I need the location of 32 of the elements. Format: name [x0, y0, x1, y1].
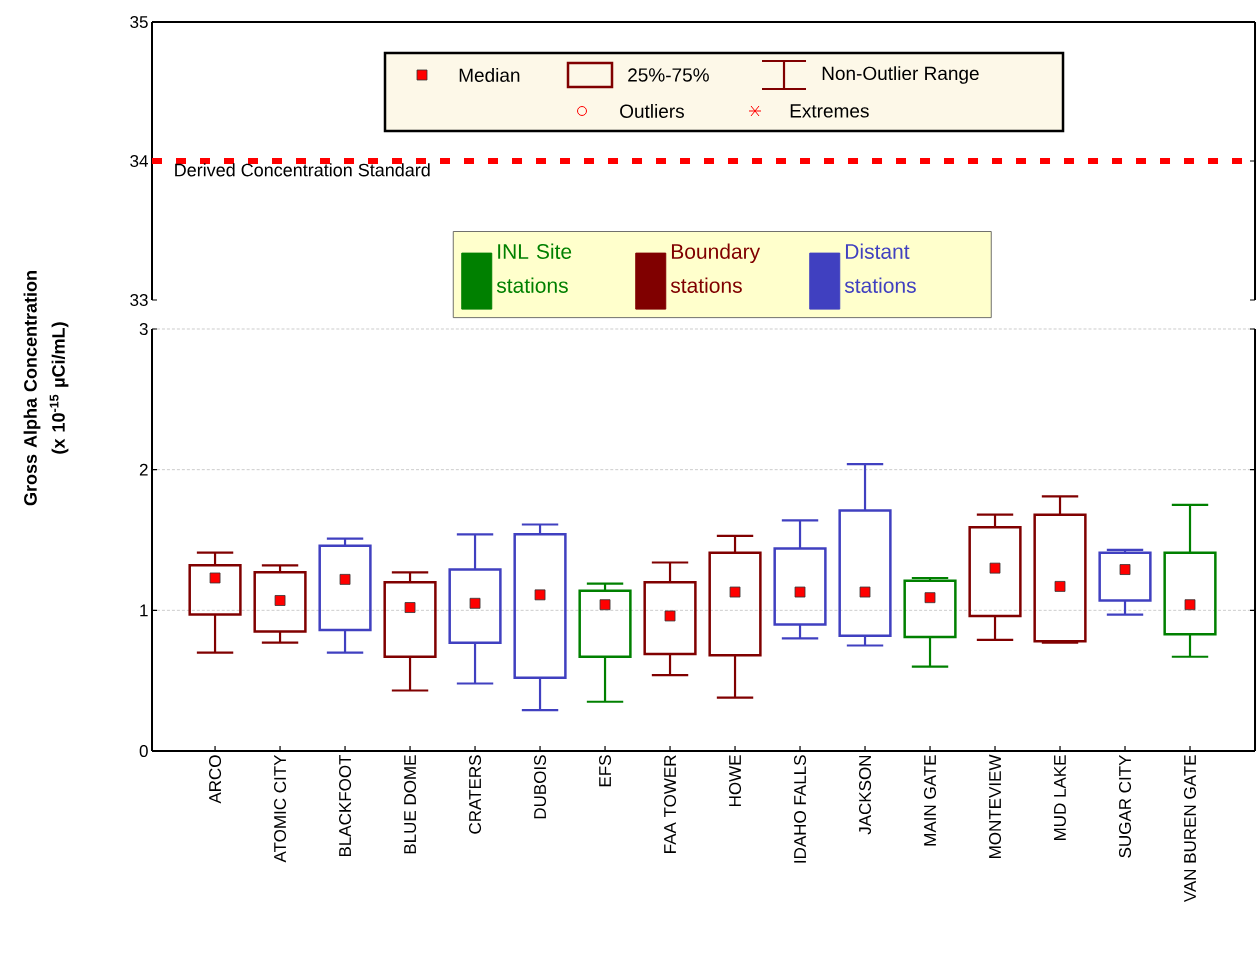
text: INL Site stations: [496, 243, 572, 293]
x-tick-label: MAIN GATE: [924, 755, 937, 846]
x-tick-label: JACKSON: [859, 755, 872, 835]
y-tick-label: 35: [130, 15, 148, 29]
x-tick-label: MUD LAKE: [1054, 755, 1066, 841]
annotation: 25%-75%: [628, 68, 709, 82]
annotation: Outliers: [620, 104, 684, 118]
x-tick-label: IDAHO FALLS: [794, 755, 807, 863]
y-tick-label: 3: [139, 322, 148, 336]
annotation: Extremes: [790, 104, 869, 118]
x-tick-label: FAA TOWER: [664, 755, 677, 853]
x-tick-label: ATOMIC CITY: [274, 754, 287, 863]
annotation: Median: [459, 68, 520, 82]
y-tick-label: 33: [130, 293, 148, 307]
x-tick-label: HOWE: [729, 755, 742, 807]
x-tick-label: CRATERS: [469, 755, 482, 834]
x-tick-label: SUGAR CITY: [1118, 754, 1132, 858]
y-tick-label: 2: [139, 463, 148, 476]
x-tick-label: ARCO: [209, 755, 222, 804]
x-tick-label: BLUE DOME: [404, 755, 417, 854]
y-tick-label: 0: [139, 744, 148, 758]
x-tick-label: EFS: [599, 755, 612, 787]
x-tick-label: BLACKFOOT: [339, 754, 352, 857]
text: Boundary stations: [670, 243, 761, 293]
text: Distant stations: [844, 243, 916, 293]
x-tick-label: DUBOIS: [534, 755, 547, 819]
x-tick-label: VAN BUREN GATE: [1183, 755, 1197, 903]
annotation: Non-Outlier Range: [822, 66, 979, 84]
x-tick-label: MONTEVIEW: [989, 754, 1002, 858]
y-tick-label: 1: [140, 604, 148, 617]
ref-line-label: Derived Concentration Standard: [175, 163, 430, 177]
y-tick-label: 34: [130, 154, 148, 168]
